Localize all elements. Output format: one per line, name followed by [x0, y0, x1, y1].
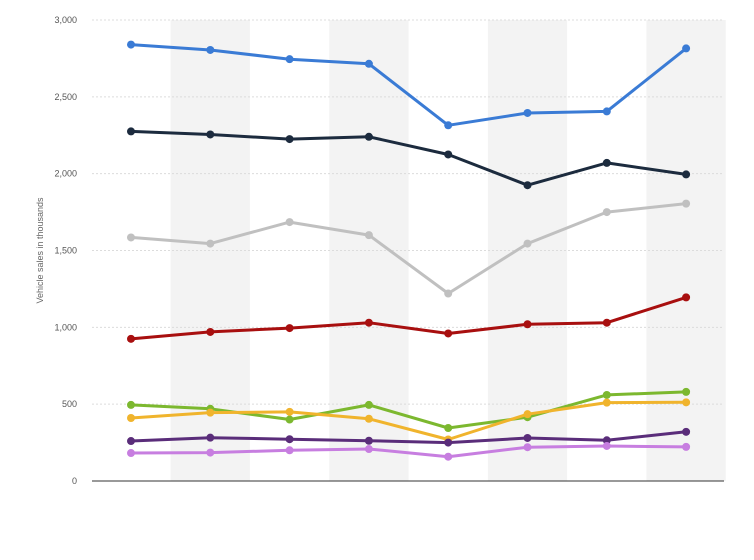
series-navy-line	[129, 129, 688, 187]
series-gray-point[interactable]	[285, 218, 294, 227]
series-purple-point[interactable]	[285, 435, 294, 444]
series-green-line	[129, 390, 688, 430]
series-blue-point[interactable]	[127, 40, 135, 49]
y-axis: 0 500 1,000 1,500 2,000 2,500 3,000	[54, 15, 77, 486]
y-axis-title: Vehicle sales in thousands	[35, 197, 45, 304]
series-yellow-point[interactable]	[682, 398, 691, 407]
series-red-point[interactable]	[364, 318, 373, 327]
series-gray	[127, 199, 691, 298]
series-lilac-point[interactable]	[523, 443, 532, 452]
series-navy-point[interactable]	[444, 150, 453, 159]
series-purple-point[interactable]	[444, 438, 453, 447]
series-lilac-point[interactable]	[444, 452, 453, 461]
series-purple-point[interactable]	[364, 436, 373, 445]
y-tick-label: 500	[62, 399, 77, 409]
series-gray-line	[129, 202, 688, 295]
series-blue-point[interactable]	[602, 107, 611, 116]
series-navy-point[interactable]	[285, 135, 294, 144]
series-red-point[interactable]	[444, 329, 453, 338]
series-blue-point[interactable]	[364, 59, 373, 68]
series-lilac	[127, 441, 691, 461]
series-red-line	[129, 295, 688, 341]
series-yellow-point[interactable]	[364, 414, 373, 423]
series-red-point[interactable]	[602, 318, 611, 327]
series-red-point[interactable]	[206, 327, 215, 336]
series-green-point[interactable]	[127, 400, 135, 409]
series-lilac-point[interactable]	[602, 441, 611, 450]
series-purple-point[interactable]	[206, 433, 215, 442]
series-gray-point[interactable]	[206, 239, 215, 248]
series-blue-point[interactable]	[523, 108, 532, 117]
series-blue-point[interactable]	[682, 44, 691, 53]
series-green-point[interactable]	[444, 423, 453, 432]
y-tick-label: 1,000	[54, 322, 77, 332]
series-blue	[127, 40, 691, 130]
series-yellow-point[interactable]	[285, 407, 294, 416]
series-blue-point[interactable]	[285, 55, 294, 64]
series-gray-point[interactable]	[127, 233, 135, 242]
series-red-point[interactable]	[127, 334, 135, 343]
series-navy-point[interactable]	[523, 181, 532, 190]
series-gray-point[interactable]	[602, 208, 611, 217]
series-yellow-line	[129, 400, 688, 441]
y-tick-label: 0	[72, 476, 77, 486]
series-group	[127, 40, 691, 461]
series-purple	[127, 427, 691, 447]
series-navy	[127, 127, 691, 190]
series-gray-point[interactable]	[444, 289, 453, 298]
series-lilac-point[interactable]	[206, 448, 215, 457]
series-blue-point[interactable]	[444, 121, 453, 130]
series-blue-line	[129, 43, 688, 127]
series-red	[127, 293, 691, 343]
series-green-point[interactable]	[682, 387, 691, 396]
series-lilac-point[interactable]	[285, 446, 294, 455]
series-navy-point[interactable]	[682, 170, 691, 179]
series-gray-point[interactable]	[523, 239, 532, 248]
series-lilac-point[interactable]	[127, 449, 135, 458]
series-blue-point[interactable]	[206, 45, 215, 54]
series-navy-point[interactable]	[364, 132, 373, 141]
series-green-point[interactable]	[364, 400, 373, 409]
series-gray-point[interactable]	[682, 199, 691, 208]
series-yellow-point[interactable]	[523, 410, 532, 419]
series-purple-point[interactable]	[127, 437, 135, 446]
series-yellow-point[interactable]	[127, 413, 135, 422]
y-tick-label: 2,000	[54, 169, 77, 179]
series-lilac-point[interactable]	[364, 445, 373, 454]
series-purple-point[interactable]	[682, 427, 691, 436]
series-green-point[interactable]	[602, 390, 611, 399]
series-yellow-point[interactable]	[602, 398, 611, 407]
series-navy-point[interactable]	[127, 127, 135, 136]
series-red-point[interactable]	[682, 293, 691, 302]
series-gray-point[interactable]	[364, 231, 373, 240]
y-tick-label: 1,500	[54, 246, 77, 256]
y-tick-label: 2,500	[54, 92, 77, 102]
series-green-point[interactable]	[285, 415, 294, 424]
series-red-point[interactable]	[523, 320, 532, 329]
series-purple-line	[129, 430, 688, 445]
series-navy-point[interactable]	[602, 158, 611, 167]
series-lilac-point[interactable]	[682, 442, 691, 451]
series-navy-point[interactable]	[206, 130, 215, 139]
series-purple-point[interactable]	[523, 433, 532, 442]
series-purple-point[interactable]	[602, 436, 611, 445]
series-yellow	[127, 398, 691, 444]
series-yellow-point[interactable]	[206, 408, 215, 417]
series-red-point[interactable]	[285, 324, 294, 333]
series-lilac-line	[129, 444, 688, 459]
y-tick-label: 3,000	[54, 15, 77, 25]
